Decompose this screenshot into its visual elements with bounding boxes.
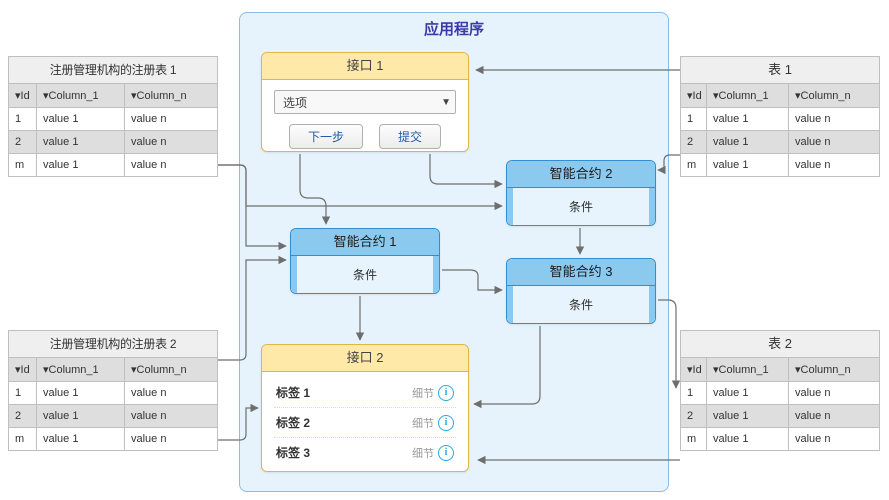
contract-1-title: 智能合约 1	[291, 229, 439, 256]
table-cell: 1	[680, 382, 706, 405]
table-cell: value 1	[36, 154, 124, 177]
table-cell: value n	[124, 108, 218, 131]
table-cell: value n	[788, 108, 880, 131]
table-cell: 2	[8, 405, 36, 428]
info-icon[interactable]: i	[438, 445, 454, 461]
table-header-cell: ▾Column_n	[124, 84, 218, 108]
contract-1-body: 条件	[291, 256, 439, 293]
table-cell: value 1	[36, 428, 124, 451]
table-header-cell: ▾Id	[680, 84, 706, 108]
interface-1: 接口 1 选项 ▼ 下一步 提交	[261, 52, 469, 152]
table-t1: 表 1▾Id▾Column_1▾Column_n 1value 1value n 2…	[680, 56, 880, 177]
interface-2-title: 接口 2	[262, 345, 468, 372]
table-cell: 2	[680, 131, 706, 154]
table-header-cell: ▾Id	[680, 358, 706, 382]
contract-2: 智能合约 2 条件	[506, 160, 656, 226]
table-header-cell: ▾Column_n	[788, 84, 880, 108]
table-header-cell: ▾Column_n	[788, 358, 880, 382]
app-title: 应用程序	[394, 18, 514, 39]
table-cell: value 1	[36, 405, 124, 428]
table-reg1: 注册管理机构的注册表 1▾Id▾Column_1▾Column_n1value …	[8, 56, 218, 177]
table-title: 注册管理机构的注册表 2	[8, 330, 218, 358]
contract-3-title: 智能合约 3	[507, 259, 655, 286]
table-cell: m	[680, 154, 706, 177]
table-header-cell: ▾Id	[8, 358, 36, 382]
table-cell: value n	[788, 405, 880, 428]
interface-2-row[interactable]: 标签 2 细节i	[274, 408, 456, 438]
table-title: 表 1	[680, 56, 880, 84]
table-header-cell: ▾Column_n	[124, 358, 218, 382]
table-cell: value n	[788, 154, 880, 177]
table-cell: value n	[124, 405, 218, 428]
chevron-down-icon: ▼	[441, 97, 451, 108]
contract-3: 智能合约 3 条件	[506, 258, 656, 324]
diagram-canvas: 应用程序 注册管理机构的注册表 1▾Id▾Column_1▾Column_n1v…	[0, 0, 889, 500]
table-header-cell: ▾Column_1	[706, 358, 788, 382]
table-cell: value n	[124, 154, 218, 177]
submit-button[interactable]: 提交	[379, 124, 441, 149]
table-header-cell: ▾Id	[8, 84, 36, 108]
interface-2-row[interactable]: 标签 1 细节i	[274, 378, 456, 408]
row-label: 标签 3	[276, 444, 310, 461]
table-cell: m	[680, 428, 706, 451]
table-cell: value 1	[706, 428, 788, 451]
table-cell: m	[8, 428, 36, 451]
table-cell: value n	[788, 428, 880, 451]
interface-1-title: 接口 1	[262, 53, 468, 80]
contract-2-body: 条件	[507, 188, 655, 225]
table-cell: value 1	[36, 382, 124, 405]
interface-1-select[interactable]: 选项 ▼	[274, 90, 456, 114]
table-cell: 2	[8, 131, 36, 154]
info-icon[interactable]: i	[438, 415, 454, 431]
table-header-cell: ▾Column_1	[36, 358, 124, 382]
table-title: 表 2	[680, 330, 880, 358]
table-header-cell: ▾Column_1	[36, 84, 124, 108]
info-icon[interactable]: i	[438, 385, 454, 401]
table-cell: value n	[124, 428, 218, 451]
row-label: 标签 1	[276, 384, 310, 401]
interface-2-row[interactable]: 标签 3 细节i	[274, 438, 456, 467]
contract-1: 智能合约 1 条件	[290, 228, 440, 294]
table-cell: value 1	[36, 131, 124, 154]
table-cell: 1	[8, 108, 36, 131]
table-cell: value 1	[706, 108, 788, 131]
select-label: 选项	[283, 94, 307, 111]
table-cell: value n	[788, 382, 880, 405]
table-cell: value 1	[706, 405, 788, 428]
table-cell: 1	[8, 382, 36, 405]
table-cell: value n	[788, 131, 880, 154]
table-cell: m	[8, 154, 36, 177]
table-cell: value 1	[36, 108, 124, 131]
table-header-cell: ▾Column_1	[706, 84, 788, 108]
table-title: 注册管理机构的注册表 1	[8, 56, 218, 84]
table-cell: value 1	[706, 382, 788, 405]
interface-2: 接口 2 标签 1细节i标签 2细节i标签 3细节i	[261, 344, 469, 472]
row-detail: 细节	[412, 445, 434, 461]
table-cell: value n	[124, 131, 218, 154]
contract-3-body: 条件	[507, 286, 655, 323]
row-label: 标签 2	[276, 414, 310, 431]
table-cell: 1	[680, 108, 706, 131]
contract-2-title: 智能合约 2	[507, 161, 655, 188]
next-button[interactable]: 下一步	[289, 124, 363, 149]
table-t2: 表 2▾Id▾Column_1▾Column_n 1value 1value n 2…	[680, 330, 880, 451]
table-cell: 2	[680, 405, 706, 428]
row-detail: 细节	[412, 415, 434, 431]
row-detail: 细节	[412, 385, 434, 401]
table-cell: value n	[124, 382, 218, 405]
table-cell: value 1	[706, 131, 788, 154]
table-cell: value 1	[706, 154, 788, 177]
table-reg2: 注册管理机构的注册表 2▾Id▾Column_1▾Column_n1value …	[8, 330, 218, 451]
